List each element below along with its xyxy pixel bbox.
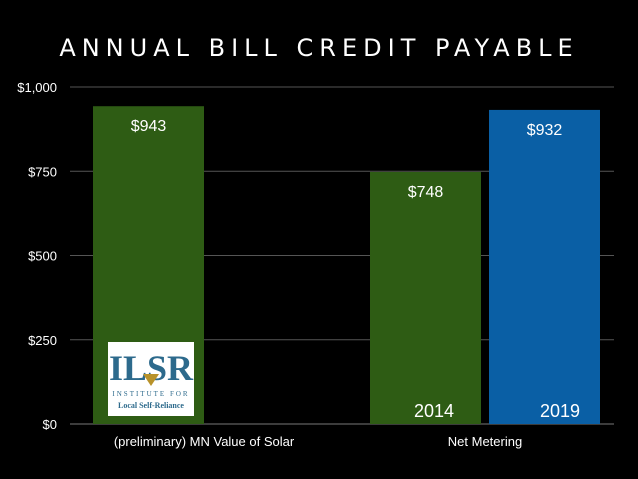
data-label: $748	[408, 184, 444, 201]
y-tick-label: $250	[28, 333, 57, 348]
logo-sub-text-1: INSTITUTE FOR	[112, 390, 189, 398]
x-tick-label: Net Metering	[448, 434, 522, 449]
chart-title: ANNUAL BILL CREDIT PAYABLE	[59, 34, 579, 62]
x-tick-label: (preliminary) MN Value of Solar	[114, 434, 295, 449]
legend-label: 2014	[414, 401, 454, 421]
bar-2014	[370, 171, 481, 424]
logo-mark-icon	[143, 374, 159, 386]
y-tick-label: $1,000	[17, 80, 57, 95]
data-label: $932	[527, 122, 563, 139]
legend-label: 2019	[540, 401, 580, 421]
ilsr-logo: ILSR INSTITUTE FOR Local Self-Reliance	[108, 342, 194, 416]
y-tick-label: $750	[28, 164, 57, 179]
logo-sub-text-2: Local Self-Reliance	[118, 401, 184, 410]
bar-2019	[489, 109, 600, 424]
data-label: $943	[131, 118, 167, 135]
y-tick-label: $500	[28, 249, 57, 264]
legend-swatch-2014	[381, 398, 403, 420]
legend-swatch-2019	[506, 398, 528, 420]
y-tick-label: $0	[43, 417, 57, 432]
